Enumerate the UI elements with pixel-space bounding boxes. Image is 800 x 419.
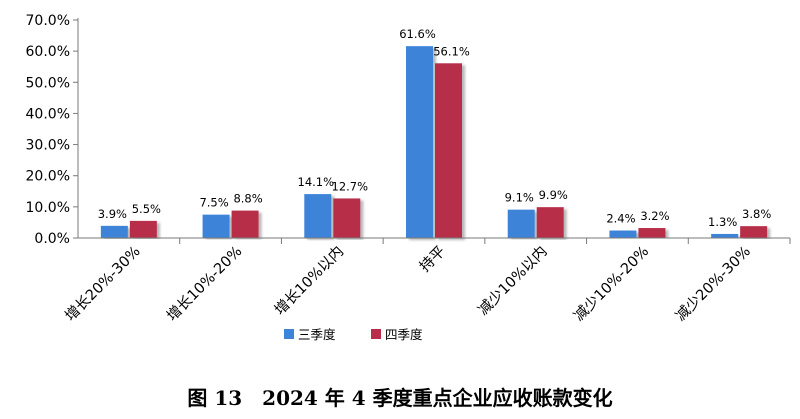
legend-swatch [371,329,381,339]
data-label: 14.1% [298,175,335,189]
data-label: 3.8% [742,207,771,221]
bars [100,46,768,238]
bar-q4 [129,220,157,238]
bar-q4 [740,226,768,238]
x-category-label: 减少10%-20% [570,243,652,325]
data-label: 9.9% [539,188,568,202]
x-category-label: 增长10%-20% [164,243,246,325]
bar-q3 [609,230,637,238]
legend-label: 三季度 [298,327,336,342]
y-tick-label: 10.0% [26,200,70,216]
data-label: 1.3% [708,215,737,229]
bar-q3 [507,209,535,238]
legend-swatch [284,329,294,339]
legend: 三季度 四季度 [284,327,423,342]
data-label: 61.6% [399,27,436,41]
data-label: 7.5% [199,196,228,210]
x-category-label: 增长10%以内 [271,243,347,319]
data-label: 56.1% [433,44,470,58]
x-category-label: 减少20%-30% [672,243,754,325]
y-tick-label: 50.0% [26,75,70,91]
y-tick-label: 0.0% [34,231,70,247]
bar-q3 [406,46,433,238]
y-tick-label: 60.0% [26,44,70,60]
x-category-label: 增长20%-30% [62,243,144,325]
bar-q4 [536,207,564,238]
data-labels: 3.9% 5.5% 7.5% 8.8% 14.1%12.7% 61.6% 56.1% 9.1%… [98,27,772,229]
bar-q3 [304,194,332,238]
legend-label: 四季度 [385,327,423,342]
y-tick-label: 40.0% [26,106,70,122]
data-label: 3.9% [98,207,127,221]
bar-q4 [333,198,361,238]
bar-q4 [638,228,666,238]
bar-q4 [231,210,259,238]
y-tick-label: 20.0% [26,169,70,185]
y-tick-label: 70.0% [26,13,70,29]
data-label: 2.4% [606,212,635,226]
data-label: 9.1% [505,191,534,205]
data-label: 8.8% [233,192,262,206]
bar-q4 [435,63,462,238]
bar-q3 [711,233,739,238]
x-category-label: 持平 [416,243,449,276]
bar-q3 [202,214,230,238]
figure-caption: 图 13 2024 年 4 季度重点企业应收账款变化 [187,386,612,410]
x-axis-categories: 增长20%-30% 增长10%-20% 增长10%以内 持平 减少10%以内 减少10%-… [62,238,791,325]
bar-q3 [100,225,128,238]
data-label: 12.7% [332,179,369,193]
x-category-label: 减少10%以内 [475,243,551,319]
y-axis-ticks: 0.0% 10.0% 20.0% 30.0% 40.0% 50.0% 60.0% 70.0% [26,13,78,247]
data-label: 3.2% [640,209,669,223]
y-tick-label: 30.0% [26,138,70,154]
data-label: 5.5% [132,202,161,216]
